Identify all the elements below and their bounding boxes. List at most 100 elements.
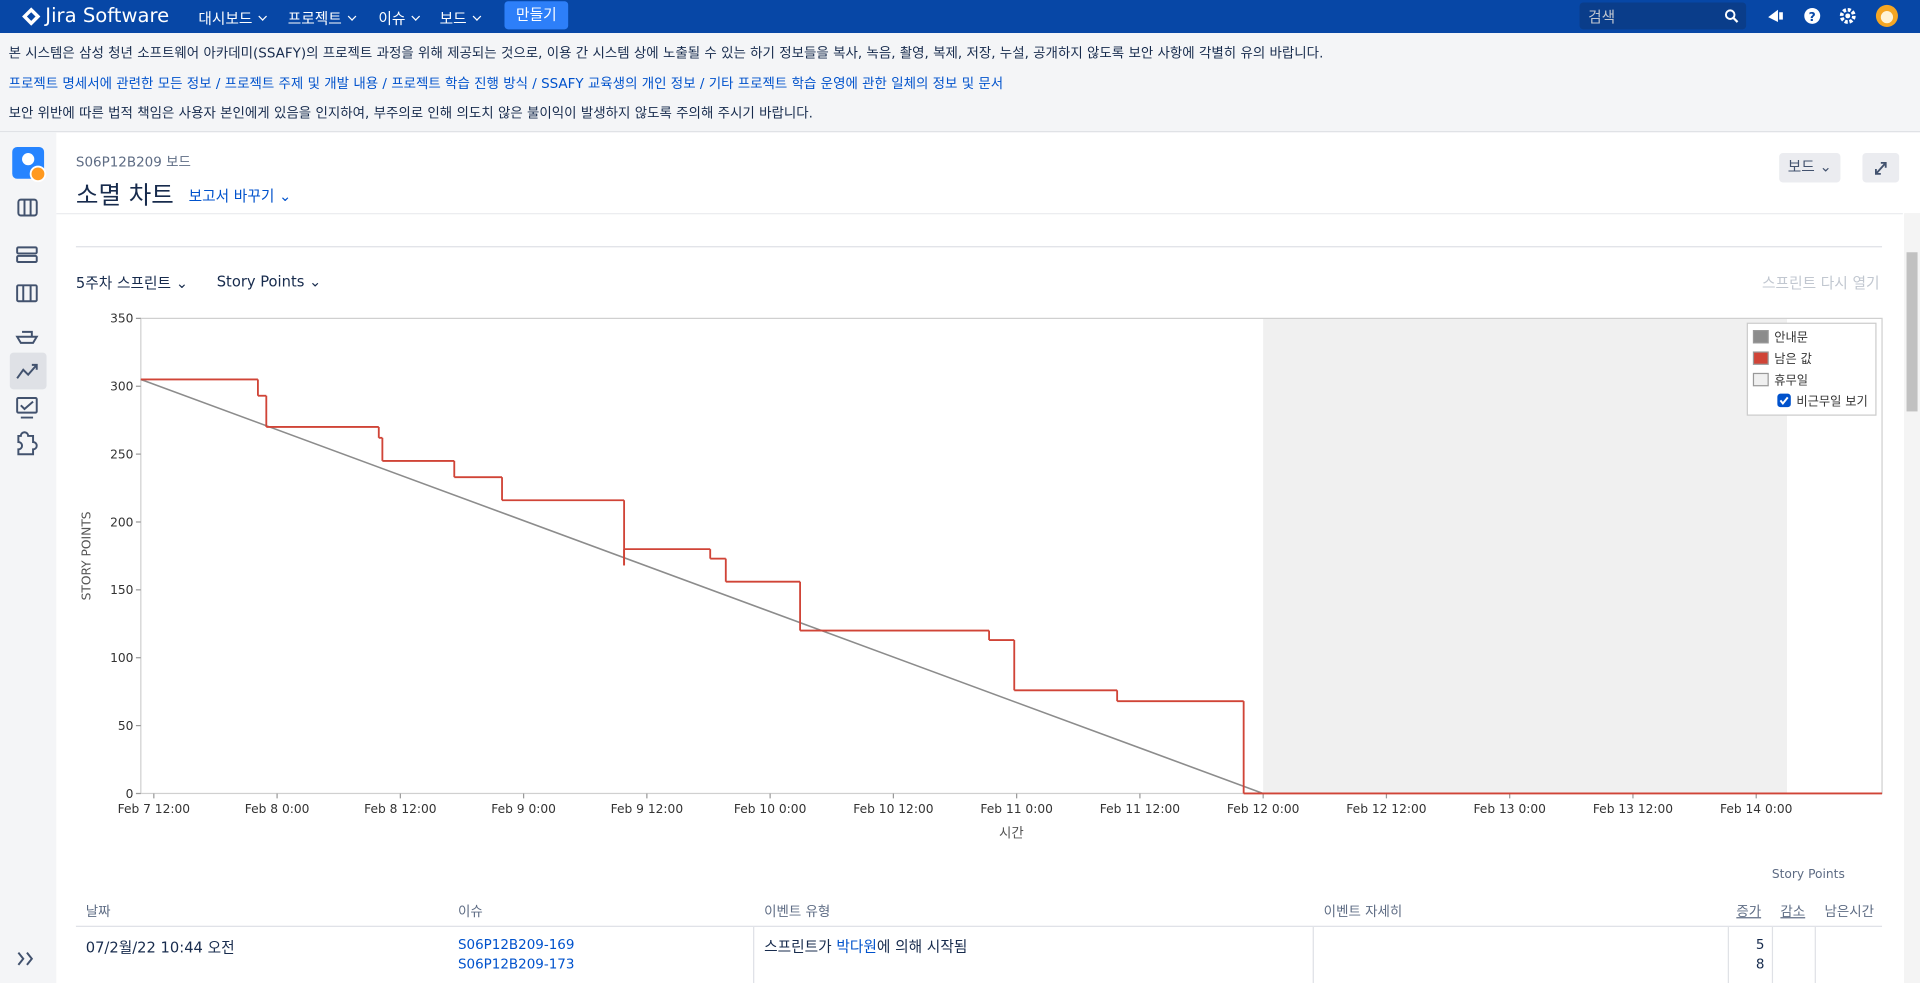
notice-link[interactable]: 프로젝트 명세서에 관련한 모든 정보 / 프로젝트 주제 및 개발 내용 / … xyxy=(8,75,1004,92)
column-header: 날짜 xyxy=(85,903,111,920)
cell-border xyxy=(1814,926,1816,983)
x-tick-label: Feb 7 12:00 xyxy=(118,802,190,816)
section-divider xyxy=(75,246,1883,248)
y-tick-label: 150 xyxy=(110,583,133,597)
scrollbar[interactable] xyxy=(1904,213,1920,983)
x-tick-label: Feb 10 12:00 xyxy=(853,802,933,816)
notice-text: 보안 위반에 따른 법적 책임은 사용자 본인에게 있음을 인지하여, 부주의로… xyxy=(8,105,813,122)
increase-value: 5 xyxy=(1755,936,1765,953)
notice-text: 본 시스템은 삼성 청년 소프트웨어 아카데미(SSAFY)의 프로젝트 과정을… xyxy=(8,45,1324,62)
page-title: 소멸 차트 xyxy=(75,180,174,210)
cell-border xyxy=(753,926,755,983)
y-tick-label: 0 xyxy=(126,787,134,801)
legend-label: 안내문 xyxy=(1774,331,1808,345)
column-header: 이벤트 유형 xyxy=(764,903,831,920)
column-header[interactable]: 증가 xyxy=(1736,903,1762,920)
x-tick-label: Feb 13 12:00 xyxy=(1593,802,1673,816)
brand[interactable]: Jira Software xyxy=(45,3,170,27)
x-tick-label: Feb 9 12:00 xyxy=(611,802,683,816)
y-tick-label: 300 xyxy=(110,380,133,394)
event-date: 07/2월/22 10:44 오전 xyxy=(85,939,235,957)
checkbox-label: 비근무일 보기 xyxy=(1796,394,1867,408)
menu-item[interactable]: 프로젝트 xyxy=(288,7,356,28)
user-link[interactable]: 박다원 xyxy=(836,937,877,956)
header-divider xyxy=(56,213,1903,215)
sprint-picker[interactable]: 5주차 스프린트 ⌄ xyxy=(75,274,189,292)
burndown-chart: 0 50 100 150 200 250 300 350 Feb 7 12:00 Feb 8 0:… xyxy=(80,312,1883,842)
x-tick-label: Feb 11 0:00 xyxy=(980,802,1052,816)
avatar[interactable] xyxy=(1875,4,1899,28)
y-tick-label: 50 xyxy=(118,719,134,733)
report-switch-label[interactable]: 보고서 바꾸기 xyxy=(188,187,275,205)
issue-link[interactable]: S06P12B209-173 xyxy=(457,956,575,973)
logo-icon[interactable] xyxy=(22,7,41,26)
non-working-area xyxy=(1263,318,1788,794)
y-tick-label: 250 xyxy=(110,447,133,461)
board-button-label[interactable]: 보드 xyxy=(1787,157,1815,176)
estimate-label[interactable]: Story Points xyxy=(216,273,305,291)
svg-text:?: ? xyxy=(1809,10,1816,24)
search-placeholder: 검색 xyxy=(1588,8,1616,26)
report-switch[interactable]: 보고서 바꾸기 ⌄ xyxy=(188,187,292,205)
column-header: 이슈 xyxy=(457,903,483,920)
guideline xyxy=(140,378,1264,795)
x-tick-label: Feb 8 0:00 xyxy=(245,802,310,816)
x-tick-label: Feb 12 0:00 xyxy=(1227,802,1299,816)
y-tick-label: 200 xyxy=(110,515,133,529)
event-type: 스프린트가 박다원에 의해 시작됨 xyxy=(764,936,967,957)
x-axis-title: 시간 xyxy=(999,826,1024,842)
notifications-icon[interactable] xyxy=(1766,6,1786,26)
help-icon[interactable]: ? xyxy=(1802,6,1822,26)
menu-item[interactable]: 이슈 xyxy=(378,7,419,28)
event-text: 에 의해 시작됨 xyxy=(876,937,968,956)
sprint-label[interactable]: 5주차 스프린트 xyxy=(75,274,172,292)
checkbox-check xyxy=(1779,396,1789,406)
y-tick-label: 350 xyxy=(110,312,133,326)
cell-border xyxy=(1312,926,1314,983)
x-tick-label: Feb 8 12:00 xyxy=(364,802,436,816)
cell-border xyxy=(1727,926,1729,983)
x-tick-label: Feb 9 0:00 xyxy=(491,802,556,816)
menu-item[interactable]: 보드 xyxy=(440,7,481,28)
y-tick-label: 100 xyxy=(110,651,133,665)
menu-item[interactable]: 대시보드 xyxy=(198,7,266,28)
reopen-sprint: 스프린트 다시 열기 xyxy=(1762,274,1880,292)
x-tick-label: Feb 11 12:00 xyxy=(1100,802,1180,816)
fullscreen-button[interactable] xyxy=(1862,153,1900,183)
legend-swatch xyxy=(1752,372,1769,387)
search-box[interactable]: 검색 xyxy=(1579,2,1747,30)
sidebar xyxy=(0,132,57,983)
expand-icon xyxy=(1874,161,1887,175)
table-header-rule xyxy=(75,925,1883,927)
legend-label: 남은 값 xyxy=(1774,352,1812,366)
legend-label: 휴무일 xyxy=(1774,373,1808,387)
create-button[interactable]: 만들기 xyxy=(504,1,569,30)
estimate-picker[interactable]: Story Points ⌄ xyxy=(216,273,322,291)
issue-link[interactable]: S06P12B209-169 xyxy=(457,936,575,953)
sidebar-icons xyxy=(9,146,47,966)
scroll-thumb[interactable] xyxy=(1906,252,1918,412)
plot-frame xyxy=(140,317,1883,795)
search-icon xyxy=(1724,9,1739,23)
x-tick-label: Feb 12 12:00 xyxy=(1346,802,1426,816)
cell-border xyxy=(1771,926,1774,983)
legend-checkbox[interactable]: 비근무일 보기 xyxy=(1777,393,1868,408)
legend-swatch xyxy=(1752,330,1769,344)
x-tick-label: Feb 14 0:00 xyxy=(1720,802,1792,816)
top-nav: Jira Software 대시보드 프로젝트 이슈 보드 만들기 검색 ? xyxy=(0,0,1920,34)
settings-icon[interactable] xyxy=(1838,6,1858,26)
x-tick-label: Feb 10 0:00 xyxy=(734,802,806,816)
breadcrumb[interactable]: S06P12B209 보드 xyxy=(75,154,191,171)
increase-value: 8 xyxy=(1755,956,1765,973)
notice-banner: 본 시스템은 삼성 청년 소프트웨어 아카데미(SSAFY)의 프로젝트 과정을… xyxy=(0,33,1920,133)
board-button[interactable]: 보드 ⌄ xyxy=(1779,153,1841,183)
column-header: 이벤트 자세히 xyxy=(1323,903,1403,920)
column-header[interactable]: 감소 xyxy=(1780,903,1806,920)
table-unit: Story Points xyxy=(1771,868,1845,882)
event-table: 날짜 이슈 이벤트 유형 이벤트 자세히 증가 감소 남은시간 07/2월/22… xyxy=(75,894,1883,983)
x-tick-label: Feb 13 0:00 xyxy=(1473,802,1545,816)
event-text: 스프린트가 xyxy=(764,937,837,956)
